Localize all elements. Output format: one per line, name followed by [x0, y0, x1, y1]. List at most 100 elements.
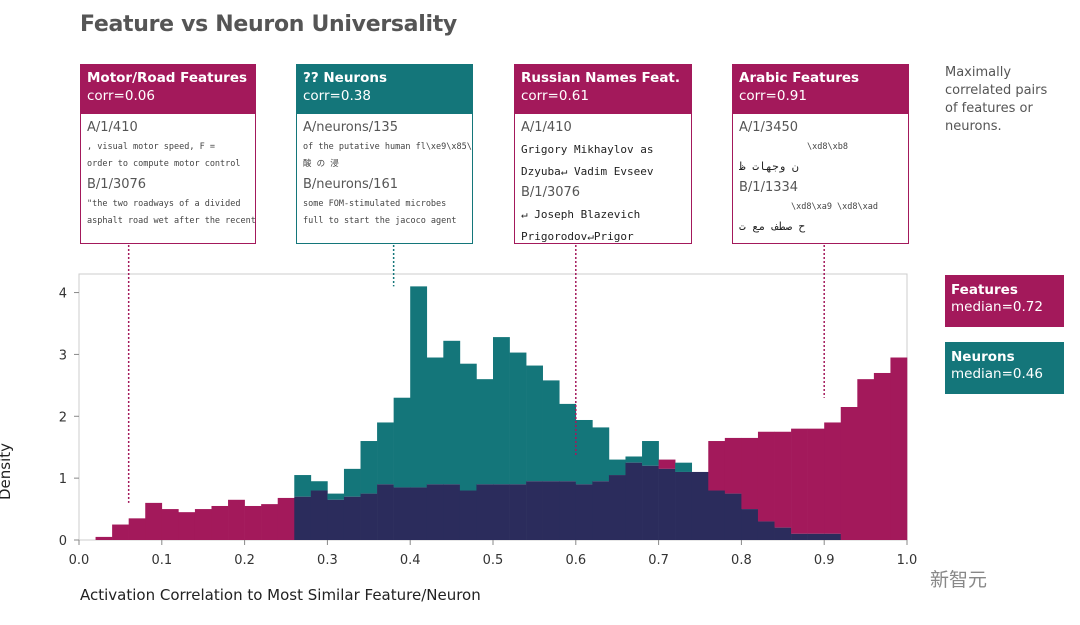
legend-features-name: Features: [951, 282, 1018, 298]
features-bar: [244, 505, 262, 540]
y-tick-label: 2: [59, 410, 67, 425]
neurons-bar: [377, 422, 394, 485]
overlap-bar: [426, 484, 444, 540]
features-bar: [261, 504, 279, 540]
watermark: 新智元: [930, 569, 988, 591]
x-tick-label: 0.8: [731, 553, 752, 568]
card-corr: corr=0.91: [739, 88, 807, 104]
example-b-line2: full to start the jacoco agent: [303, 216, 457, 226]
legend-features: Features median=0.72: [945, 275, 1064, 327]
example-b-line2: asphalt road wet after the recent: [87, 216, 255, 226]
example-a-line2: Dzyuba↵ Vadim Evseev: [521, 165, 654, 178]
features-bar: [857, 379, 875, 540]
example-b-line1: some FOM-stimulated microbes: [303, 199, 447, 209]
overlap-bar: [327, 499, 345, 540]
neurons-bar: [426, 357, 444, 485]
card-arabic: Arabic Features corr=0.91 A/1/3450 \xd8\…: [732, 64, 909, 244]
example-b-line1: ↵ Joseph Blazevich: [521, 208, 641, 221]
example-b-label: B/1/3076: [521, 185, 581, 200]
features-bar: [724, 437, 742, 494]
card-name: Russian Names Feat.: [521, 70, 681, 86]
features-bar: [774, 431, 792, 528]
x-tick-label: 0.9: [814, 553, 835, 568]
overlap-bar: [708, 490, 726, 540]
neurons-bar: [575, 419, 593, 485]
overlap-bar: [443, 484, 461, 540]
overlap-bar: [559, 481, 577, 540]
features-bar: [873, 372, 891, 540]
y-tick-label: 1: [59, 472, 67, 487]
overlap-bar: [757, 521, 775, 540]
neurons-bar: [476, 379, 494, 485]
overlap-bar: [542, 481, 560, 540]
features-bar: [178, 512, 196, 540]
features-bar: [145, 502, 163, 540]
features-bar: [211, 505, 229, 540]
x-axis-label: Activation Correlation to Most Similar F…: [80, 586, 481, 604]
chart-title: Feature vs Neuron Universality: [80, 12, 457, 37]
example-a-line2: order to compute motor control: [87, 159, 241, 169]
side-note: Maximally correlated pairs of features o…: [945, 65, 1048, 134]
overlap-bar: [824, 533, 842, 540]
neurons-bar: [459, 363, 477, 491]
card-corr: corr=0.61: [521, 88, 589, 104]
neurons-bar: [542, 380, 560, 482]
legend-neurons-name: Neurons: [951, 349, 1015, 365]
overlap-bar: [459, 490, 477, 540]
card-russian-names: Russian Names Feat. corr=0.61 A/1/410 Gr…: [514, 64, 692, 244]
example-b-label: B/neurons/161: [303, 177, 398, 192]
card-neurons: ?? Neurons corr=0.38 A/neurons/135 of th…: [296, 64, 473, 244]
example-a-line2: 酸 の 浸: [303, 159, 339, 169]
overlap-bar: [724, 493, 742, 540]
legend-features-median: median=0.72: [951, 299, 1043, 315]
y-tick-label: 4: [59, 287, 67, 302]
overlap-bar: [807, 533, 825, 540]
neurons-bar: [493, 337, 510, 485]
overlap-bar: [526, 481, 543, 540]
overlap-bar: [741, 509, 759, 540]
example-a-label: A/1/410: [521, 120, 572, 135]
card-header: ?? Neurons corr=0.38: [297, 65, 472, 114]
neurons-bar: [642, 441, 659, 466]
x-tick-label: 0.2: [234, 553, 255, 568]
overlap-bar: [393, 487, 411, 540]
neurons-bar: [608, 459, 626, 476]
features-bar: [741, 437, 759, 510]
card-corr: corr=0.06: [87, 88, 155, 104]
overlap-bar: [774, 527, 792, 540]
card-corr: corr=0.38: [303, 88, 371, 104]
x-tick-label: 1.0: [897, 553, 918, 568]
features-bar: [757, 431, 775, 522]
legend-neurons: Neurons median=0.46: [945, 342, 1064, 394]
features-bar: [807, 428, 825, 534]
overlap-bar: [410, 487, 428, 540]
features-bar: [128, 518, 146, 540]
neurons-bar: [393, 397, 411, 488]
overlap-bar: [642, 465, 659, 540]
neurons-bar: [559, 403, 577, 482]
overlap-bar: [294, 496, 312, 540]
card-header: Arabic Features corr=0.91: [733, 65, 908, 114]
overlap-bar: [791, 533, 808, 540]
overlap-bar: [476, 484, 494, 540]
example-a-line1: of the putative human fl\xe9\x85\xb8 \xe…: [303, 142, 472, 152]
neurons-bar: [410, 286, 428, 488]
x-tick-label: 0.4: [400, 553, 421, 568]
features-bar: [161, 509, 179, 540]
card-header: Russian Names Feat. corr=0.61: [515, 65, 691, 114]
features-bar: [228, 499, 245, 540]
example-b-line1: "the two roadways of a divided: [87, 199, 241, 209]
overlap-bar: [310, 490, 328, 540]
example-b-label: B/1/3076: [87, 177, 147, 192]
overlap-bar: [691, 471, 709, 540]
features-bar: [890, 357, 908, 540]
example-a-line1: Grigory Mikhaylov as: [521, 143, 654, 156]
features-bar: [708, 441, 726, 491]
neurons-bar: [675, 462, 693, 472]
y-tick-label: 0: [59, 534, 67, 549]
neurons-bar: [327, 493, 345, 500]
overlap-bar: [343, 496, 361, 540]
overlap-bar: [592, 481, 610, 540]
overlap-bar: [575, 484, 593, 540]
example-b-label: B/1/1334: [739, 180, 799, 195]
